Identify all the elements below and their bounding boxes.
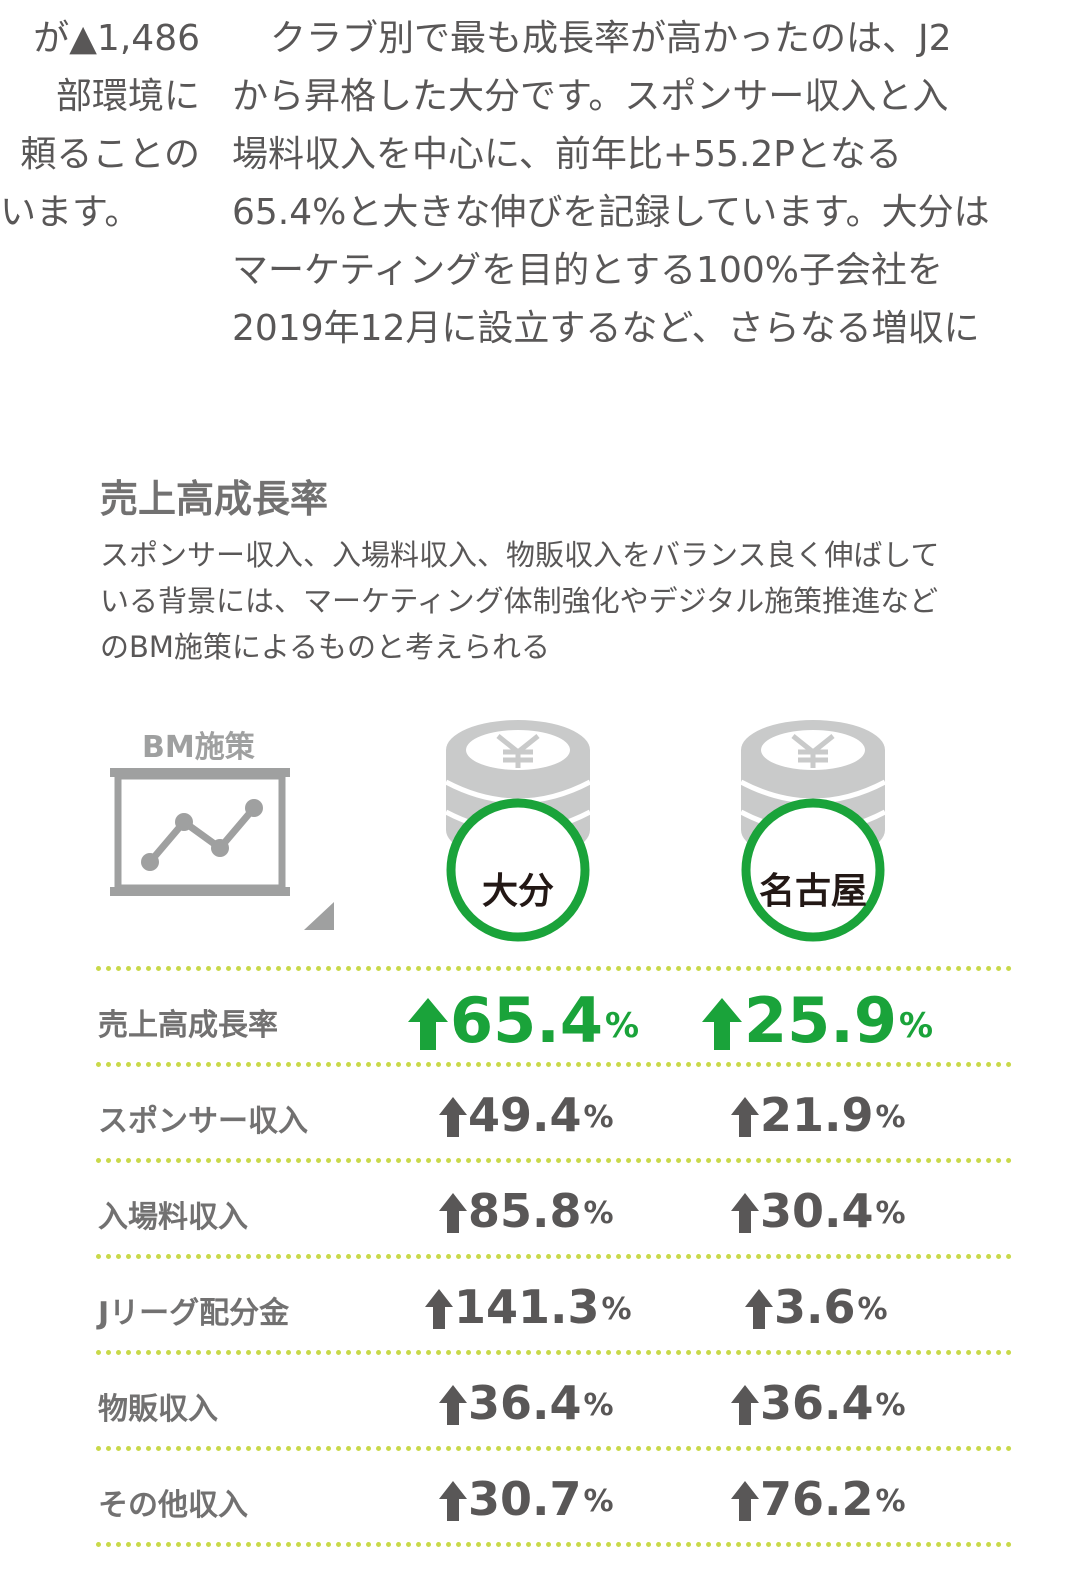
description-line: のBM施策によるものと考えられる: [100, 630, 551, 664]
text-line: 場料収入を中心に、前年比+55.2Pとなる: [232, 134, 902, 175]
up-arrow-icon: [745, 1289, 773, 1329]
value-number: 36.4: [760, 1376, 874, 1430]
up-arrow-icon: [731, 1193, 759, 1233]
row-divider: [96, 1446, 1012, 1451]
section-title: 売上高成長率: [100, 477, 329, 521]
value-unit: %: [857, 1292, 888, 1327]
growth-value-oita: 36.4%: [438, 1380, 614, 1426]
row-label: 物販収入: [98, 1392, 218, 1427]
value-unit: %: [875, 1196, 906, 1231]
growth-value-nagoya: 3.6%: [744, 1284, 888, 1330]
growth-value-nagoya: 21.9%: [730, 1092, 906, 1138]
growth-value-nagoya: 36.4%: [730, 1380, 906, 1426]
value-number: 30.7: [468, 1472, 582, 1526]
text-line: から昇格した大分です。スポンサー収入と入: [232, 76, 949, 117]
growth-value-oita: 85.8%: [438, 1188, 614, 1234]
section-description: スポンサー収入、入場料収入、物販収入をバランス良く伸ばして いる背景には、マーケ…: [100, 532, 1020, 670]
left-column-text: が▲1,486 部環境に 頼ることの います。: [0, 10, 200, 242]
text-line: 頼ることの: [20, 134, 200, 175]
text-line: 部環境に: [55, 76, 200, 117]
up-arrow-icon: [439, 1481, 467, 1521]
row-divider: [96, 966, 1012, 971]
value-number: 36.4: [468, 1376, 582, 1430]
chart-board-icon: [108, 766, 348, 940]
yen-coin-stack-icon: [739, 720, 887, 942]
value-number: 25.9: [744, 984, 897, 1057]
club-oita: 大分: [443, 712, 593, 942]
text-line: 65.4%と大きな伸びを記録しています。大分は: [232, 192, 990, 233]
value-number: 30.4: [760, 1184, 874, 1238]
row-label: 売上高成長率: [98, 1008, 278, 1043]
value-unit: %: [875, 1100, 906, 1135]
value-number: 76.2: [760, 1472, 874, 1526]
club-name-nagoya: 名古屋: [758, 871, 867, 912]
value-unit: %: [875, 1484, 906, 1519]
club-name-oita: 大分: [481, 871, 554, 912]
up-arrow-icon: [702, 998, 742, 1050]
value-number: 141.3: [454, 1280, 600, 1334]
row-divider: [96, 1158, 1012, 1163]
up-arrow-icon: [439, 1193, 467, 1233]
growth-value-oita: 65.4%: [406, 990, 639, 1052]
description-line: スポンサー収入、入場料収入、物販収入をバランス良く伸ばして: [100, 538, 940, 572]
value-unit: %: [601, 1292, 632, 1327]
value-unit: %: [898, 1006, 934, 1046]
value-unit: %: [583, 1196, 614, 1231]
value-unit: %: [583, 1484, 614, 1519]
value-number: 21.9: [760, 1088, 874, 1142]
row-divider: [96, 1062, 1012, 1067]
growth-value-oita: 49.4%: [438, 1092, 614, 1138]
text-line: います。: [0, 192, 141, 233]
text-line: クラブ別で最も成長率が高かったのは、J2: [270, 18, 952, 59]
row-divider: [96, 1542, 1012, 1547]
value-number: 3.6: [774, 1280, 856, 1334]
value-number: 49.4: [468, 1088, 582, 1142]
description-line: いる背景には、マーケティング体制強化やデジタル施策推進など: [100, 584, 939, 618]
value-unit: %: [583, 1388, 614, 1423]
text-line: 2019年12月に設立するなど、さらなる増収に: [232, 308, 980, 349]
up-arrow-icon: [731, 1385, 759, 1425]
bm-label: BM施策: [142, 730, 255, 765]
growth-value-nagoya: 30.4%: [730, 1188, 906, 1234]
row-divider: [96, 1254, 1012, 1259]
right-column-text: クラブ別で最も成長率が高かったのは、J2 から昇格した大分です。スポンサー収入と…: [232, 10, 1012, 358]
value-unit: %: [875, 1388, 906, 1423]
row-label: 入場料収入: [98, 1200, 248, 1235]
row-divider: [96, 1350, 1012, 1355]
value-number: 65.4: [450, 984, 603, 1057]
value-unit: %: [604, 1006, 640, 1046]
growth-value-nagoya: 25.9%: [700, 990, 933, 1052]
yen-coin-stack-icon: [444, 720, 592, 942]
value-unit: %: [583, 1100, 614, 1135]
up-arrow-icon: [439, 1097, 467, 1137]
row-label: その他収入: [98, 1488, 248, 1523]
row-label: スポンサー収入: [98, 1104, 308, 1139]
growth-value-nagoya: 76.2%: [730, 1476, 906, 1522]
club-nagoya: 名古屋: [738, 712, 888, 942]
up-arrow-icon: [425, 1289, 453, 1329]
up-arrow-icon: [439, 1385, 467, 1425]
up-arrow-icon: [731, 1481, 759, 1521]
growth-value-oita: 141.3%: [424, 1284, 632, 1330]
growth-value-oita: 30.7%: [438, 1476, 614, 1522]
value-number: 85.8: [468, 1184, 582, 1238]
up-arrow-icon: [731, 1097, 759, 1137]
text-line: が▲1,486: [33, 18, 200, 59]
row-label: Jリーグ配分金: [98, 1296, 290, 1331]
text-line: マーケティングを目的とする100%子会社を: [232, 250, 943, 291]
up-arrow-icon: [408, 998, 448, 1050]
